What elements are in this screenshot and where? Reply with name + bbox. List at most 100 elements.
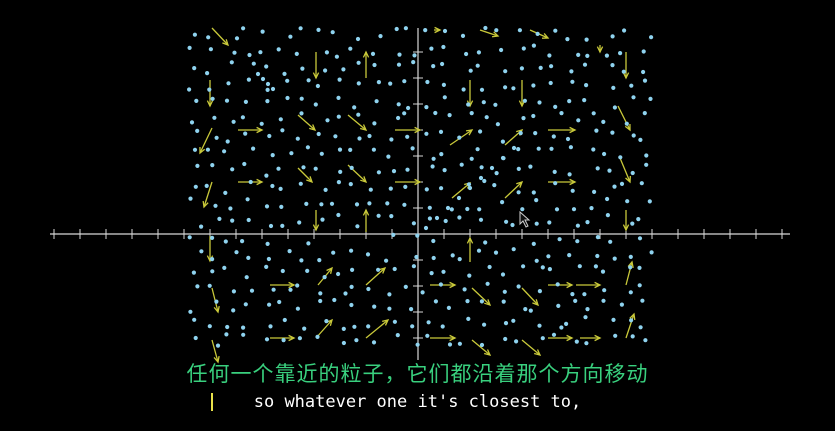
particle bbox=[372, 121, 377, 126]
particle bbox=[647, 199, 652, 204]
particle bbox=[441, 269, 446, 274]
particle bbox=[265, 99, 270, 104]
particle bbox=[410, 146, 415, 151]
particle bbox=[630, 221, 635, 226]
field-arrow-head bbox=[622, 224, 630, 232]
field-arrow-head bbox=[312, 224, 320, 232]
particle bbox=[193, 335, 198, 341]
particle bbox=[240, 239, 245, 244]
particle bbox=[389, 137, 394, 142]
field-arrow-head bbox=[362, 208, 370, 216]
field-arrow-shaft bbox=[211, 339, 219, 363]
particle bbox=[537, 289, 543, 294]
particle bbox=[641, 69, 646, 75]
particle bbox=[305, 145, 310, 150]
field-arrow-head bbox=[213, 355, 220, 364]
particle bbox=[188, 309, 193, 314]
particle bbox=[640, 298, 645, 303]
particle bbox=[386, 154, 391, 159]
field-arrow-head bbox=[569, 178, 577, 186]
particle bbox=[370, 51, 376, 57]
particle bbox=[639, 181, 644, 186]
field-arrow-head bbox=[312, 72, 320, 80]
field-arrow-head bbox=[594, 334, 602, 342]
particle bbox=[489, 165, 495, 171]
particle bbox=[191, 270, 196, 275]
particle bbox=[641, 49, 646, 54]
particle bbox=[431, 255, 436, 261]
particle bbox=[649, 35, 654, 40]
particle bbox=[644, 153, 649, 158]
particle bbox=[217, 216, 222, 221]
particle bbox=[355, 36, 361, 42]
particle bbox=[410, 324, 415, 329]
particle bbox=[582, 292, 587, 297]
particle bbox=[534, 198, 539, 203]
field-arrow bbox=[365, 319, 390, 339]
particle bbox=[324, 319, 329, 324]
particle bbox=[636, 217, 641, 222]
particle bbox=[528, 308, 533, 313]
particle bbox=[396, 62, 402, 67]
particle bbox=[226, 81, 231, 86]
particle bbox=[277, 299, 282, 305]
particle bbox=[492, 183, 497, 188]
particle bbox=[478, 129, 483, 134]
particle bbox=[294, 51, 299, 57]
particle bbox=[502, 289, 507, 294]
particle bbox=[479, 87, 485, 92]
particle bbox=[511, 318, 516, 323]
particle bbox=[600, 269, 606, 274]
particle bbox=[365, 252, 371, 257]
particle bbox=[460, 33, 466, 39]
field-arrow-shaft bbox=[199, 127, 213, 154]
particle bbox=[516, 166, 521, 171]
field-arrow-head bbox=[466, 236, 474, 244]
particle bbox=[243, 131, 248, 136]
particle bbox=[270, 183, 275, 189]
particle bbox=[547, 220, 552, 225]
particle bbox=[503, 336, 508, 342]
particle bbox=[430, 164, 435, 169]
particle bbox=[536, 146, 541, 151]
particle bbox=[354, 338, 359, 343]
particle bbox=[625, 199, 630, 204]
field-arrow-head bbox=[541, 33, 550, 39]
particle bbox=[276, 166, 281, 171]
field-arrow-shaft bbox=[203, 181, 213, 208]
particle bbox=[402, 111, 407, 116]
field-arrow bbox=[619, 157, 631, 184]
field-arrow bbox=[270, 281, 296, 289]
field-arrow-shaft bbox=[619, 157, 631, 183]
particle bbox=[224, 332, 229, 337]
particle bbox=[295, 136, 300, 141]
particle bbox=[424, 187, 429, 192]
particle bbox=[612, 184, 617, 189]
particle bbox=[456, 195, 462, 201]
field-arrow-head bbox=[434, 26, 442, 34]
particle bbox=[405, 134, 410, 139]
particle bbox=[411, 60, 416, 65]
particle bbox=[602, 288, 607, 293]
particle bbox=[245, 197, 250, 202]
particle bbox=[523, 307, 528, 312]
particle bbox=[568, 145, 574, 150]
particle bbox=[628, 265, 633, 270]
particle bbox=[260, 29, 265, 34]
particle bbox=[431, 238, 436, 244]
particle bbox=[499, 47, 504, 53]
particle bbox=[610, 63, 615, 68]
particle bbox=[621, 69, 626, 74]
particle bbox=[494, 28, 499, 33]
particle bbox=[265, 81, 271, 87]
particle bbox=[348, 46, 353, 51]
particle bbox=[642, 111, 647, 116]
particle bbox=[576, 52, 581, 58]
particle bbox=[316, 131, 321, 137]
particle bbox=[341, 67, 346, 72]
particle bbox=[414, 254, 419, 260]
particle bbox=[356, 60, 361, 65]
particle bbox=[214, 135, 219, 140]
particle bbox=[204, 183, 209, 188]
